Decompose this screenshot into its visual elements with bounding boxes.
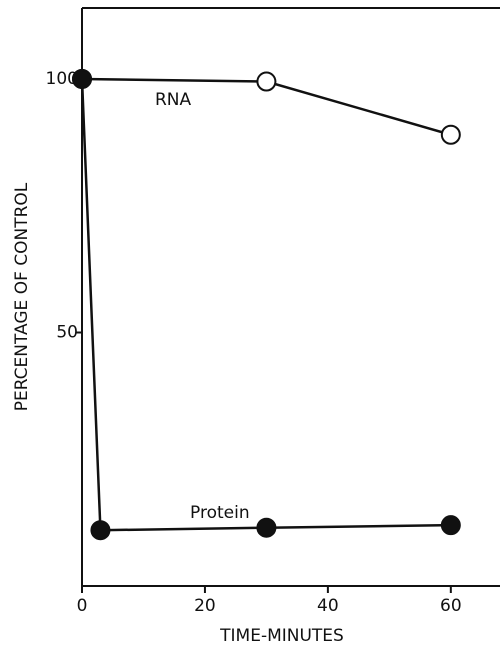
y-tick-label: 50: [56, 322, 78, 342]
point: [440, 515, 461, 536]
x-tick-label: 0: [77, 596, 88, 616]
y-tick-label: 100: [46, 69, 78, 89]
point: [256, 517, 277, 538]
point: [90, 520, 111, 541]
point: [256, 71, 277, 92]
point: [72, 68, 92, 89]
series-label: Protein: [190, 503, 250, 523]
series-line: [80, 78, 451, 532]
x-tick-label: 60: [440, 596, 462, 616]
series-label: RNA: [155, 90, 192, 110]
x-tick-label: 20: [194, 596, 216, 616]
x-axis-title: TIME-MINUTES: [219, 626, 344, 646]
point: [440, 124, 461, 145]
y-axis-title: PERCENTAGE OF CONTROL: [12, 182, 32, 411]
x-tick-label: 40: [317, 596, 339, 616]
